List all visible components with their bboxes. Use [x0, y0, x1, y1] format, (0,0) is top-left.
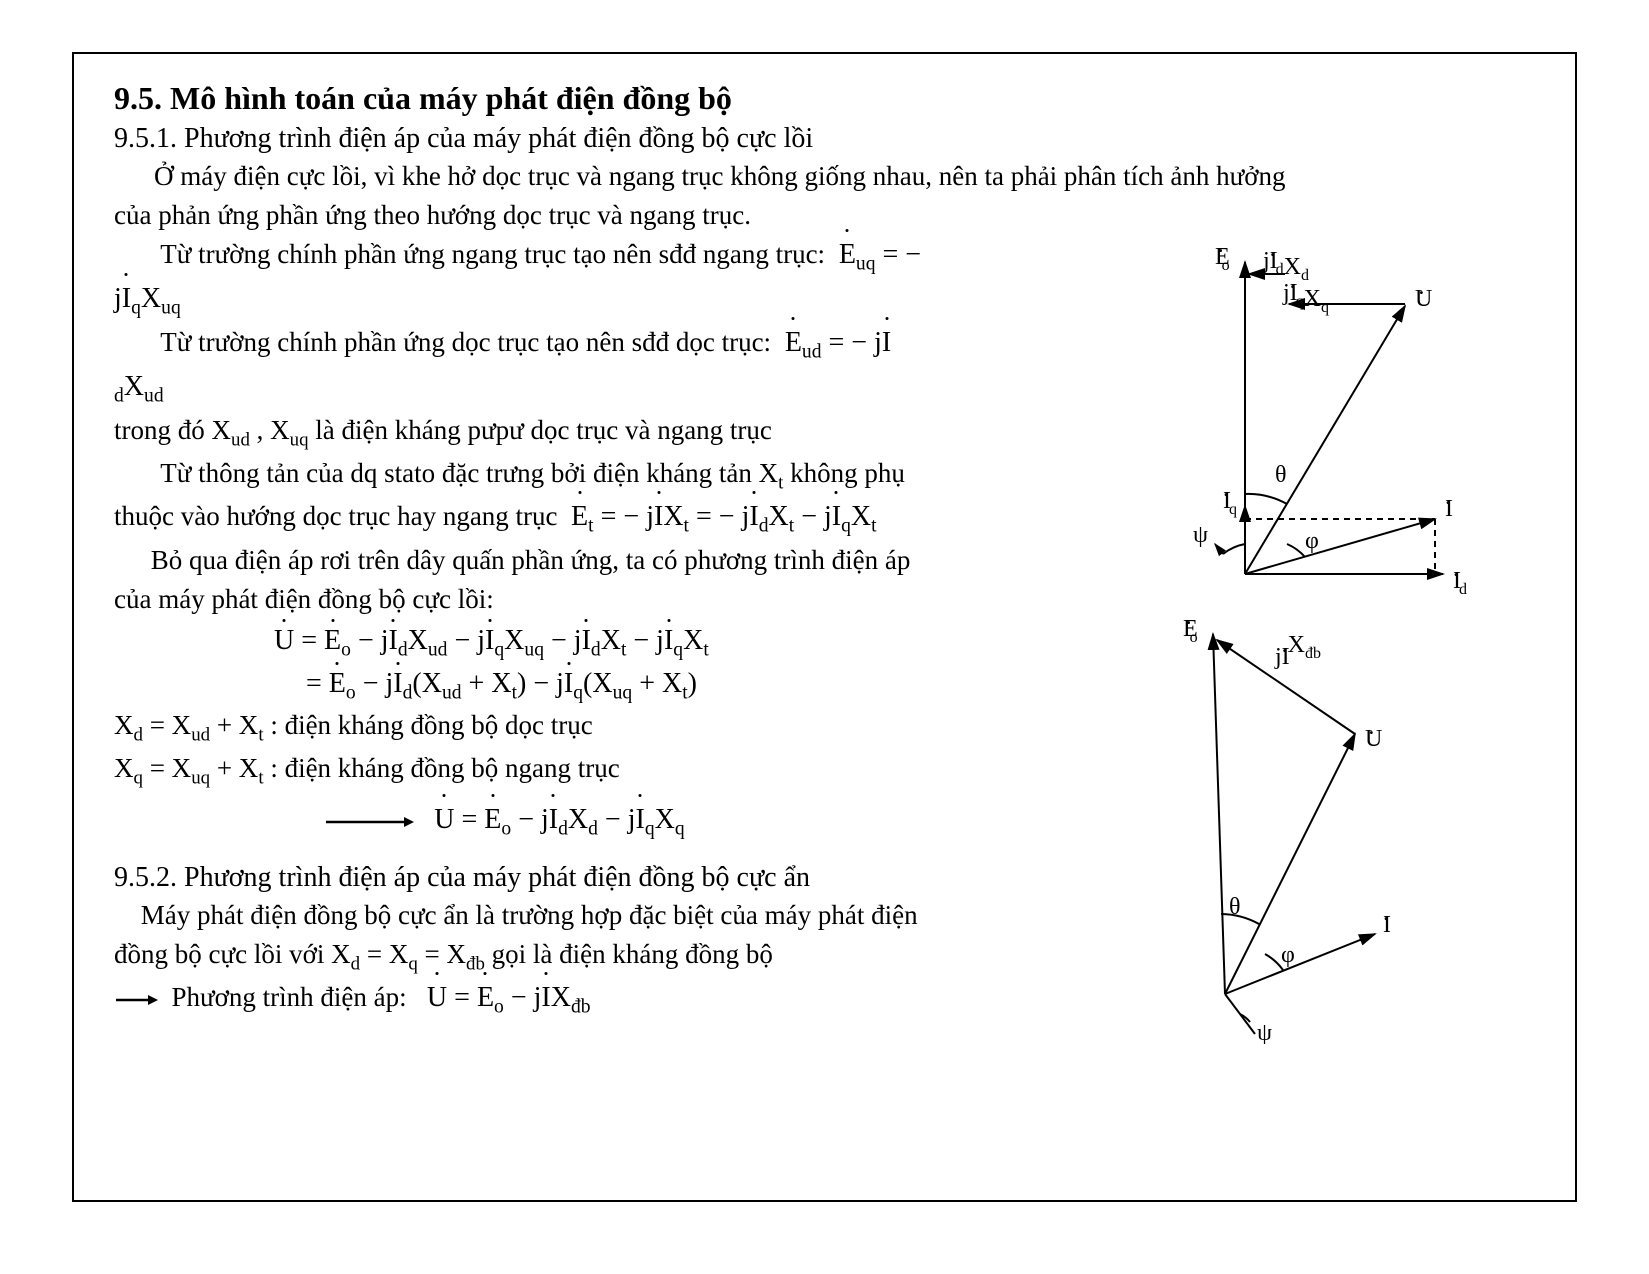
para-1a: Ở máy điện cực lồi, vì khe hở dọc trục v… — [114, 157, 1535, 196]
eq-final-line: U = Eo − jIdXd − jIqXq — [324, 800, 934, 844]
para-7b: đồng bộ cực lồi với Xd = Xq = Xđb gọi là… — [114, 935, 934, 978]
para-5a: Từ thông tản của dq stato đặc trưng bởi … — [114, 454, 934, 497]
label-I-2: I. — [1383, 900, 1391, 938]
eq-main-2: = Eo − jId(Xud + Xt) − jIq(Xuq + Xt) — [306, 668, 934, 705]
para-5b: thuộc vào hướng dọc trục hay ngang trục … — [114, 497, 934, 541]
label-theta: θ — [1275, 462, 1287, 488]
arrow-right-icon — [114, 993, 158, 1007]
label-I: I. — [1445, 484, 1453, 522]
label-jIdXd: jI.dXd — [1262, 244, 1309, 284]
section-title: 9.5. Mô hình toán của máy phát điện đồng… — [114, 80, 1535, 117]
label-U: U. — [1415, 274, 1432, 312]
label-psi: ψ — [1193, 522, 1208, 548]
label-jIXdb: jI.Xđb — [1274, 632, 1321, 670]
xq-def: Xq = Xuq + Xt : điện kháng đồng bộ ngang… — [114, 749, 934, 792]
label-Id: I.d — [1453, 556, 1467, 598]
label-Iq: I.q — [1223, 476, 1237, 518]
arrow-right-icon — [324, 814, 414, 830]
para-7a: Máy phát điện đồng bộ cực ẩn là trường h… — [114, 896, 934, 935]
para-3-line: Từ trường chính phần ứng dọc trục tạo nê… — [114, 323, 934, 411]
label-psi-2: ψ — [1257, 1020, 1272, 1044]
para-4: trong đó Xud , Xuq là điện kháng pưpư dọ… — [114, 411, 934, 454]
page-frame: 9.5. Mô hình toán của máy phát điện đồng… — [72, 52, 1577, 1202]
eq-main-1: U = Eo − jIdXud − jIqXuq − jIdXt − jIqXt — [274, 625, 934, 662]
para-1b: của phản ứng phần ứng theo hướng dọc trụ… — [114, 196, 1535, 235]
xd-def: Xd = Xud + Xt : điện kháng đồng bộ dọc t… — [114, 706, 934, 749]
para-2: Từ trường chính phần ứng ngang trục tạo … — [160, 239, 825, 269]
para-2-line: Từ trường chính phần ứng ngang trục tạo … — [114, 235, 934, 323]
label-U-2: U. — [1365, 714, 1382, 752]
subsection-951: 9.5.1. Phương trình điện áp của máy phát… — [114, 123, 1535, 155]
phasor-diagram-salient: E.o jI.dXd jI.qXq U. θ I.q ψ φ I. I.d — [1175, 244, 1515, 614]
eq-hidden-line: Phương trình điện áp: U = Eo − jIXđb — [114, 978, 934, 1022]
label-phi: φ — [1305, 528, 1319, 554]
para-6b: của máy phát điện đồng bộ cực lồi: — [114, 580, 934, 619]
label-Eo: E.o — [1215, 244, 1230, 274]
para-6a: Bỏ qua điện áp rơi trên dây quấn phần ứn… — [114, 541, 934, 580]
phasor-diagram-round: E.o jI.Xđb U. θ φ I. ψ — [1155, 614, 1455, 1044]
label-theta-2: θ — [1229, 894, 1241, 920]
subsection-952: 9.5.2. Phương trình điện áp của máy phát… — [114, 862, 934, 894]
label-phi-2: φ — [1281, 942, 1295, 968]
label-Eo-2: E.o — [1183, 614, 1198, 646]
para-3: Từ trường chính phần ứng dọc trục tạo nê… — [160, 327, 771, 357]
